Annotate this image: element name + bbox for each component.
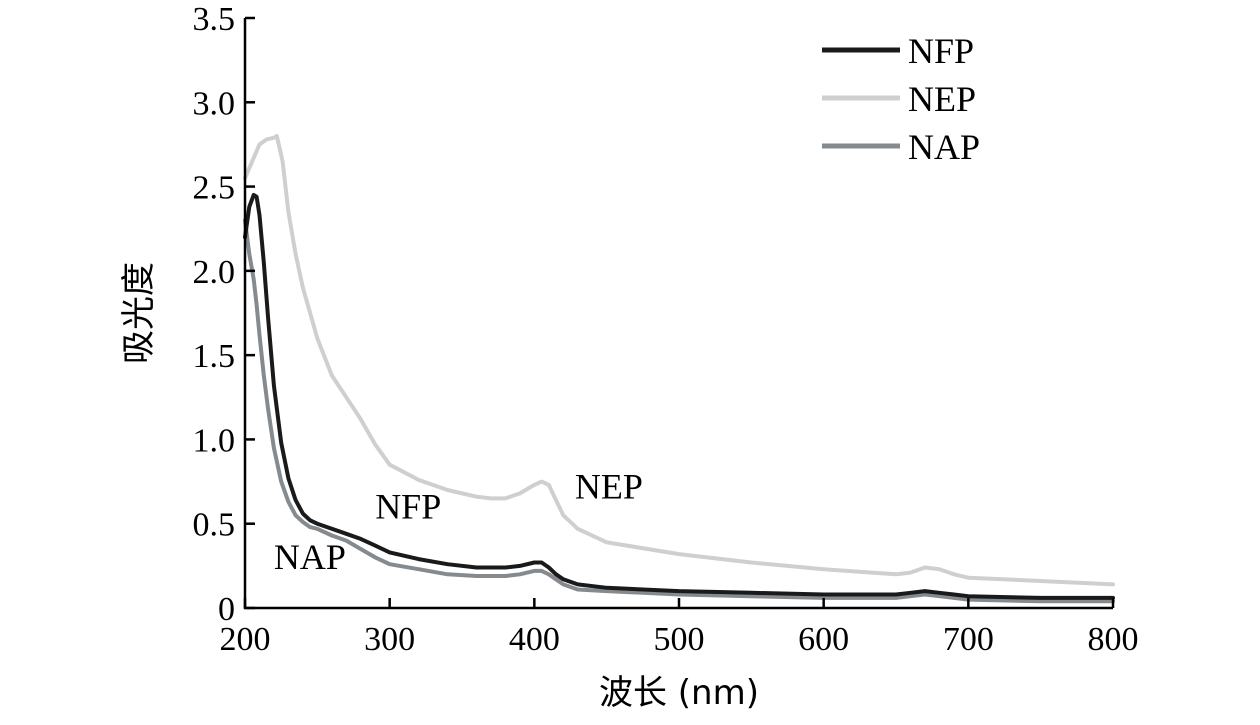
annotation-nap: NAP bbox=[274, 537, 346, 577]
y-tick-label: 3.5 bbox=[193, 1, 236, 38]
x-axis: 200 300 400 500 600 700 800 bbox=[220, 598, 1139, 658]
x-tick-label: 500 bbox=[654, 621, 705, 658]
x-tick-label: 600 bbox=[798, 621, 849, 658]
series-line-nep bbox=[243, 134, 1115, 587]
x-tick-label: 200 bbox=[220, 621, 271, 658]
y-tick-label: 1.5 bbox=[193, 338, 236, 375]
y-axis-title: 吸光度 bbox=[119, 262, 159, 364]
legend-label-nap: NAP bbox=[908, 127, 980, 167]
annotation-nfp: NFP bbox=[375, 487, 441, 527]
y-tick-label: 0.5 bbox=[193, 507, 236, 544]
annotation-nep: NEP bbox=[575, 466, 643, 506]
x-axis-title: 波长 (nm) bbox=[599, 673, 759, 713]
y-tick-label: 3.0 bbox=[193, 85, 236, 122]
y-axis: 0 0.5 1.0 1.5 2.0 2.5 3.0 3.5 bbox=[193, 1, 255, 628]
series-line-nfp bbox=[243, 193, 1115, 600]
x-tick-label: 700 bbox=[943, 621, 994, 658]
legend-label-nep: NEP bbox=[908, 79, 976, 119]
x-tick-label: 300 bbox=[364, 621, 415, 658]
series-line-nap bbox=[243, 218, 1115, 604]
series-layer bbox=[243, 134, 1115, 604]
y-tick-label: 1.0 bbox=[193, 422, 236, 459]
y-tick-label: 2.5 bbox=[193, 170, 236, 207]
x-tick-label: 400 bbox=[509, 621, 560, 658]
x-tick-label: 800 bbox=[1088, 621, 1139, 658]
y-tick-label: 2.0 bbox=[193, 254, 236, 291]
curve-annotations: NFP NEP NAP bbox=[274, 466, 643, 577]
legend-label-nfp: NFP bbox=[908, 31, 974, 71]
y-tick-label: 0 bbox=[218, 591, 235, 628]
legend: NFP NEP NAP bbox=[822, 31, 980, 167]
